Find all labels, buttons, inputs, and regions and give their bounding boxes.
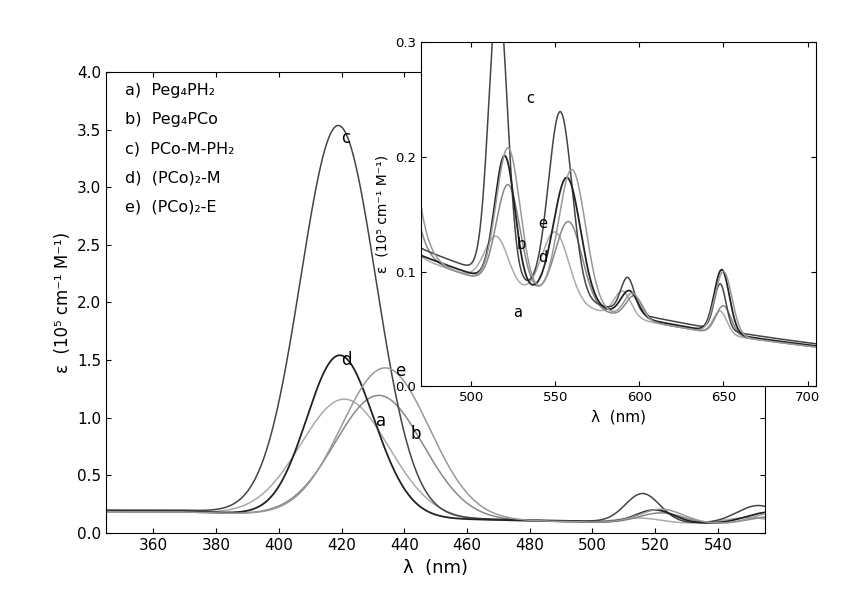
Y-axis label: ε  (10⁵ cm⁻¹ M⁻¹): ε (10⁵ cm⁻¹ M⁻¹)	[54, 232, 71, 373]
Text: c)  PCo-M-PH₂: c) PCo-M-PH₂	[125, 141, 234, 156]
Text: c: c	[342, 129, 351, 147]
Text: e: e	[395, 362, 405, 380]
Text: b: b	[411, 425, 421, 443]
Text: e)  (PCo)₂-E: e) (PCo)₂-E	[125, 199, 216, 214]
Text: c: c	[527, 91, 535, 106]
Text: b: b	[517, 237, 526, 252]
Text: d)  (PCo)₂-M: d) (PCo)₂-M	[125, 171, 220, 186]
Text: a)  Peg₄PH₂: a) Peg₄PH₂	[125, 83, 215, 98]
Text: b)  Peg₄PCo: b) Peg₄PCo	[125, 113, 218, 128]
Text: a: a	[376, 412, 386, 430]
Text: e: e	[539, 216, 547, 231]
X-axis label: λ  (nm): λ (nm)	[403, 558, 468, 576]
Text: d: d	[342, 351, 352, 369]
Y-axis label: ε  (10⁵ cm⁻¹ M⁻¹): ε (10⁵ cm⁻¹ M⁻¹)	[376, 155, 389, 273]
Text: d: d	[539, 250, 547, 265]
X-axis label: λ  (nm): λ (nm)	[591, 410, 646, 425]
Text: a: a	[513, 305, 522, 320]
